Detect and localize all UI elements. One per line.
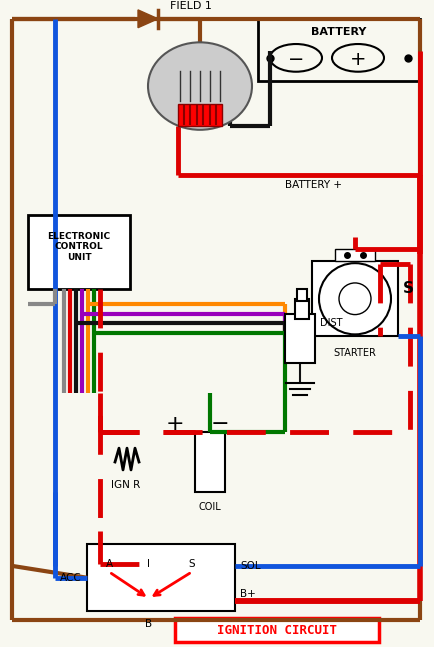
Bar <box>87 544 235 611</box>
Bar <box>297 289 307 301</box>
Ellipse shape <box>148 42 252 130</box>
Text: DIST: DIST <box>320 318 342 329</box>
Bar <box>312 261 398 336</box>
Ellipse shape <box>332 44 384 72</box>
Text: +: + <box>350 50 366 69</box>
Text: ELECTRONIC
CONTROL
UNIT: ELECTRONIC CONTROL UNIT <box>47 232 111 262</box>
Text: BATTERY: BATTERY <box>311 27 367 37</box>
Circle shape <box>339 283 371 314</box>
Bar <box>258 19 420 81</box>
Bar <box>295 299 309 318</box>
Text: SOL: SOL <box>240 561 261 571</box>
Text: +: + <box>166 415 184 434</box>
Text: IGNITION CIRCUIT: IGNITION CIRCUIT <box>217 624 337 637</box>
Circle shape <box>319 263 391 334</box>
Bar <box>178 104 222 126</box>
Text: B+: B+ <box>240 589 256 598</box>
Bar <box>175 619 379 642</box>
Text: B: B <box>145 619 153 630</box>
Text: ACC: ACC <box>60 573 82 583</box>
Bar <box>335 249 375 261</box>
Bar <box>195 432 225 492</box>
Polygon shape <box>138 10 158 28</box>
Ellipse shape <box>270 44 322 72</box>
Text: I: I <box>148 559 151 569</box>
Text: IGN R: IGN R <box>111 480 140 490</box>
Text: FIELD 1: FIELD 1 <box>170 1 212 11</box>
Text: −: − <box>210 415 229 434</box>
Text: STARTER: STARTER <box>334 348 376 358</box>
Text: BATTERY +: BATTERY + <box>285 180 342 190</box>
Text: −: − <box>288 50 304 69</box>
Text: S: S <box>403 281 414 296</box>
Text: A: A <box>105 559 112 569</box>
Bar <box>285 314 315 363</box>
Text: S: S <box>189 559 195 569</box>
Bar <box>28 215 130 289</box>
Text: COIL: COIL <box>199 501 221 512</box>
